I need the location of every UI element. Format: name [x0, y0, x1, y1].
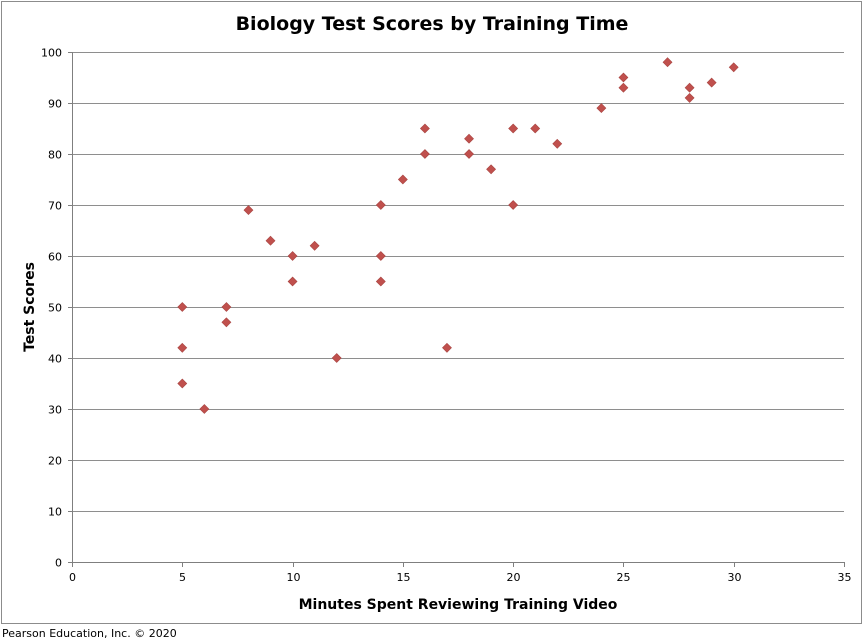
data-point	[419, 123, 430, 134]
y-tick-label: 70	[48, 200, 62, 213]
data-point	[419, 149, 430, 159]
data-point	[375, 200, 386, 210]
data-point	[508, 200, 519, 210]
data-point	[177, 342, 188, 353]
axes	[68, 52, 845, 567]
data-point	[243, 205, 254, 216]
data-point	[375, 251, 386, 261]
x-tick-label: 25	[617, 571, 631, 584]
data-point	[442, 342, 452, 353]
scatter-chart: Biology Test Scores by Training Time 0 10…	[22, 13, 852, 613]
data-point	[728, 62, 739, 73]
data-point	[221, 317, 232, 328]
x-tick-label: 20	[507, 571, 521, 584]
data-point	[618, 82, 629, 93]
data-point	[375, 276, 386, 287]
y-tick-label: 50	[48, 302, 62, 315]
x-tick-label: 0	[69, 571, 76, 584]
data-point	[464, 149, 474, 159]
y-tick-label: 60	[48, 251, 62, 264]
data-point	[265, 235, 276, 246]
data-point	[706, 77, 717, 88]
data-point	[331, 353, 342, 363]
x-tick-label: 15	[397, 571, 411, 584]
data-point	[177, 378, 188, 389]
data-point	[309, 240, 320, 251]
y-tick-label: 90	[48, 98, 62, 111]
y-tick-label: 0	[55, 557, 62, 570]
y-tick-label: 20	[48, 455, 62, 468]
data-point	[486, 164, 497, 175]
y-tick-label: 100	[41, 47, 62, 60]
chart-frame	[1, 1, 862, 624]
data-point	[177, 302, 188, 312]
data-point	[199, 404, 210, 414]
x-tick-label: 5	[179, 571, 186, 584]
y-tick-label: 30	[48, 404, 62, 417]
data-point	[684, 92, 695, 103]
chart-title: Biology Test Scores by Training Time	[236, 13, 629, 35]
data-point	[552, 138, 563, 149]
data-points	[177, 57, 739, 414]
y-tick-label: 40	[48, 353, 62, 366]
data-point	[618, 72, 629, 83]
copyright-credit: Pearson Education, Inc. © 2020	[2, 627, 177, 640]
x-tick-label: 10	[287, 571, 301, 584]
gridlines	[72, 52, 844, 512]
y-tick-label: 80	[48, 149, 62, 162]
data-point	[508, 123, 519, 134]
tick-labels: 0 10 20 30 40 50 60 70 80 90 100 0 5 10 15 20 25 30 35	[41, 47, 852, 585]
data-point	[684, 82, 695, 93]
x-tick-label: 30	[728, 571, 742, 584]
data-point	[221, 302, 232, 312]
y-axis-title: Test Scores	[22, 262, 38, 352]
data-point	[596, 103, 607, 114]
data-point	[662, 57, 673, 68]
data-point	[287, 251, 298, 261]
data-point	[464, 133, 474, 144]
x-axis-title: Minutes Spent Reviewing Training Video	[299, 597, 618, 613]
x-tick-label: 35	[838, 571, 852, 584]
y-tick-label: 10	[48, 506, 62, 519]
data-point	[397, 174, 408, 185]
data-point	[530, 123, 541, 134]
data-point	[287, 276, 298, 287]
